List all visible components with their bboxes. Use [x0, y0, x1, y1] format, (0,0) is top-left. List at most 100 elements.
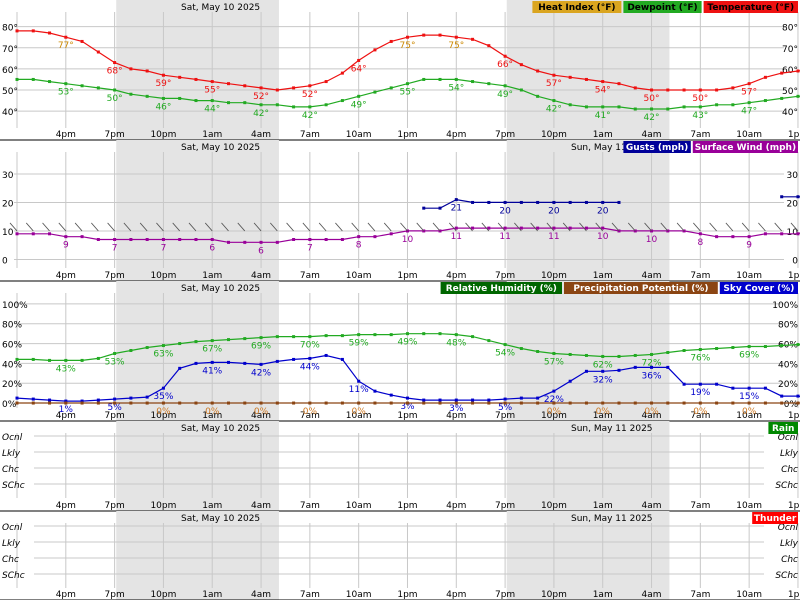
time-label: 4am [251, 271, 271, 281]
wind-barb [335, 222, 343, 232]
data-point [682, 349, 686, 353]
data-point [601, 401, 605, 405]
wind-barb [42, 222, 50, 232]
time-label: 7am [690, 590, 710, 600]
data-label: 9 [63, 241, 69, 251]
data-point [519, 88, 523, 92]
time-label: 7pm [105, 271, 125, 281]
data-point [357, 94, 361, 98]
level-label: Ocnl [2, 433, 23, 443]
data-point [373, 235, 377, 239]
data-label: 0% [156, 407, 171, 417]
data-point [161, 401, 165, 405]
data-point [780, 195, 784, 199]
wind-barb [400, 222, 408, 232]
data-point [129, 349, 133, 353]
data-label: 72% [642, 358, 662, 368]
wind-barb [25, 222, 34, 232]
time-label: 1am [202, 411, 222, 421]
data-label: 6 [209, 244, 215, 254]
data-point [438, 206, 442, 210]
data-point [666, 107, 670, 111]
night-shade [116, 140, 279, 281]
data-point [454, 398, 458, 402]
data-point [161, 238, 165, 241]
data-label: 1% [59, 405, 74, 415]
level-label: Lkly [2, 449, 21, 459]
time-label: 1am [593, 501, 613, 511]
data-point [731, 386, 735, 390]
wind-barb [351, 222, 359, 232]
data-point [340, 357, 344, 361]
data-point [194, 77, 198, 81]
data-point [15, 357, 19, 361]
y-tick-label: 20% [2, 380, 22, 390]
data-point [422, 398, 426, 402]
data-label: 8 [697, 238, 703, 248]
data-label: 63% [153, 350, 173, 360]
data-point [780, 344, 784, 348]
time-label: 4pm [446, 501, 466, 511]
data-point [536, 401, 540, 405]
time-label: 10pm [541, 501, 567, 511]
data-point [487, 226, 491, 230]
wind-barb [676, 222, 685, 232]
data-label: 53° [58, 88, 74, 98]
data-point [503, 200, 507, 204]
data-point [308, 84, 312, 88]
y-tick-label: 70° [2, 45, 18, 55]
data-point [178, 342, 182, 346]
data-point [31, 77, 35, 81]
time-label: 7am [300, 411, 320, 421]
data-point [373, 48, 377, 52]
y-tick-label-right: 40° [782, 108, 798, 118]
y-tick-label-right: 0 [792, 256, 798, 266]
data-point [487, 339, 491, 343]
night-shade [506, 140, 670, 281]
data-point [373, 90, 377, 94]
data-point [552, 200, 556, 204]
time-label: 10am [736, 411, 762, 421]
y-tick-label-right: 60° [782, 66, 798, 76]
data-point [519, 401, 523, 405]
y-tick-label: 30 [2, 171, 14, 181]
data-point [601, 226, 605, 230]
wind-barb [58, 222, 67, 232]
data-point [519, 226, 523, 230]
legend-box [440, 282, 562, 294]
data-point [275, 359, 279, 363]
data-point [471, 80, 475, 84]
data-point [178, 96, 182, 100]
time-label: 7am [300, 271, 320, 281]
data-point [617, 105, 621, 109]
legend-label: Rain [772, 424, 795, 434]
data-point [145, 94, 149, 98]
data-label: 66° [497, 60, 513, 70]
data-point [519, 347, 523, 351]
data-point [405, 82, 409, 86]
data-point [96, 50, 100, 54]
data-point [324, 80, 328, 84]
time-label: 1am [593, 411, 613, 421]
data-label: 15% [739, 392, 759, 402]
data-point [682, 401, 686, 405]
data-point [601, 105, 605, 109]
data-point [227, 240, 231, 244]
time-label: 1pm [788, 130, 800, 140]
data-label: 11 [548, 232, 559, 242]
data-point [617, 354, 621, 358]
data-point [698, 382, 702, 386]
data-point [682, 382, 686, 386]
data-point [96, 238, 100, 241]
wind-barb [383, 222, 392, 232]
data-point [601, 200, 605, 204]
data-point [161, 73, 165, 77]
data-point [275, 401, 279, 405]
time-label: 1pm [788, 271, 800, 281]
data-point [96, 401, 100, 405]
data-label: 10 [597, 232, 609, 242]
wind-barb [270, 222, 278, 232]
wind-barb [611, 222, 620, 232]
data-point [259, 336, 263, 340]
